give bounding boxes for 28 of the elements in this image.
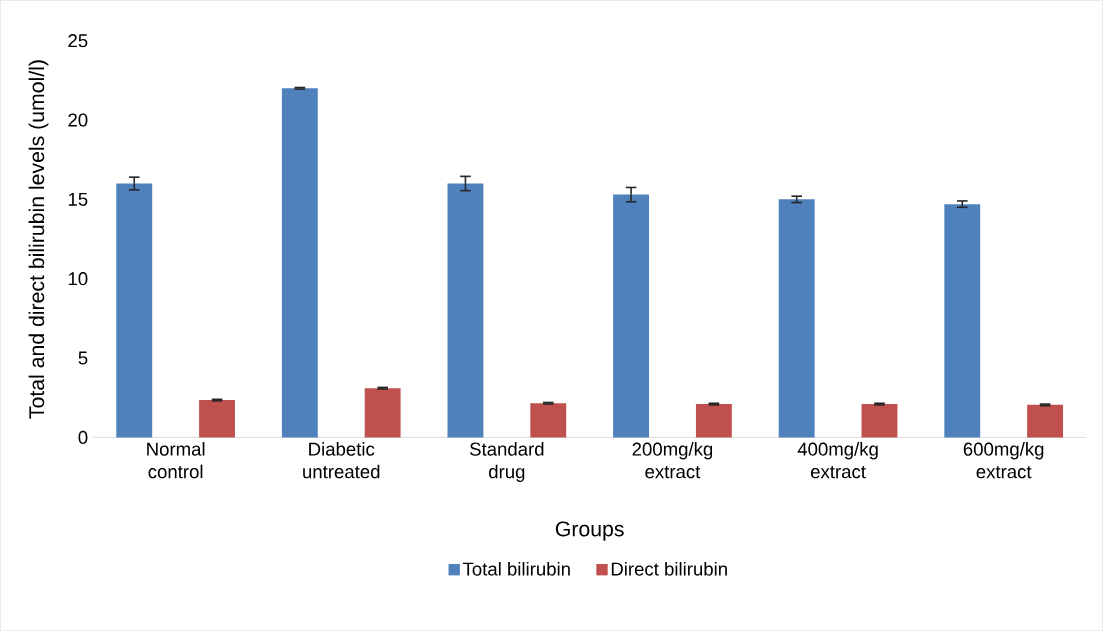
y-tick-label: 0 bbox=[78, 430, 88, 444]
bar bbox=[613, 194, 650, 438]
x-tick-label: 400mg/kg extract bbox=[797, 442, 878, 479]
x-tick-label: Diabetic untreated bbox=[303, 442, 380, 479]
y-tick-label: 25 bbox=[68, 34, 88, 48]
legend-label: Direct bilirubin bbox=[611, 561, 727, 576]
bar bbox=[1027, 404, 1064, 438]
y-tick-label: 10 bbox=[68, 272, 88, 286]
y-axis-title: Total and direct bilirubin levels (umol/l) bbox=[28, 60, 49, 419]
bar bbox=[944, 204, 981, 438]
x-tick-label: Standard drug bbox=[469, 442, 544, 482]
bar bbox=[861, 404, 898, 438]
y-tick-label: 20 bbox=[68, 113, 88, 127]
bar bbox=[281, 88, 318, 438]
bar bbox=[530, 403, 567, 438]
y-tick-label: 15 bbox=[68, 192, 88, 206]
legend-label: Total bilirubin bbox=[462, 561, 570, 576]
x-axis-title: Groups bbox=[555, 521, 624, 541]
bar bbox=[364, 388, 401, 438]
bar bbox=[695, 404, 732, 438]
x-tick-label: Normal control bbox=[147, 442, 205, 479]
y-tick-label: 5 bbox=[78, 351, 88, 365]
bar bbox=[778, 199, 815, 438]
bar bbox=[447, 183, 484, 438]
bar bbox=[116, 183, 153, 438]
x-tick-label: 600mg/kg extract bbox=[963, 442, 1044, 479]
x-tick-label: 200mg/kg extract bbox=[632, 442, 713, 479]
bar bbox=[199, 400, 235, 438]
